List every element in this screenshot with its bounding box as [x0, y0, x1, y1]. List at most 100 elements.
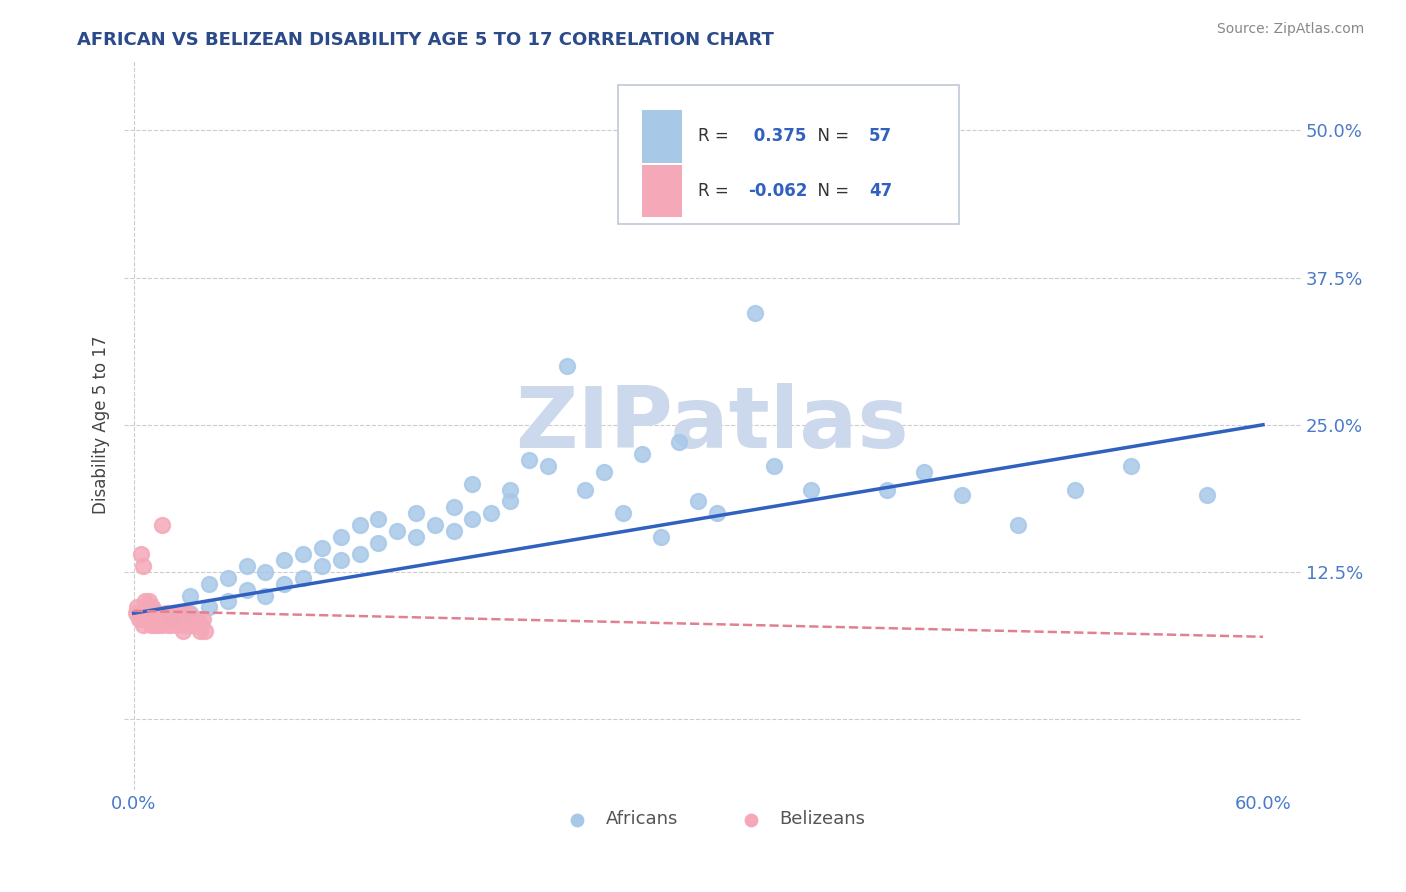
- Point: [612, 506, 634, 520]
- Point: [555, 359, 578, 373]
- Point: [157, 612, 180, 626]
- Point: [349, 517, 371, 532]
- Point: [124, 606, 146, 620]
- Point: [179, 589, 201, 603]
- Point: [170, 612, 193, 626]
- Point: [367, 535, 389, 549]
- Point: [187, 612, 209, 626]
- Legend: Africans, Belizeans: Africans, Belizeans: [553, 803, 873, 836]
- Point: [167, 606, 190, 620]
- Point: [273, 576, 295, 591]
- Point: [150, 517, 173, 532]
- Point: [155, 606, 177, 620]
- Text: 47: 47: [869, 182, 893, 200]
- Point: [145, 612, 167, 626]
- Point: [162, 606, 184, 620]
- Point: [254, 589, 277, 603]
- Point: [311, 541, 333, 556]
- Text: R =: R =: [699, 128, 734, 145]
- Point: [876, 483, 898, 497]
- Text: 0.375: 0.375: [748, 128, 806, 145]
- Point: [235, 582, 257, 597]
- Point: [912, 465, 935, 479]
- FancyBboxPatch shape: [643, 110, 682, 162]
- Point: [461, 476, 484, 491]
- Point: [1195, 488, 1218, 502]
- Point: [499, 494, 522, 508]
- Point: [479, 506, 502, 520]
- Point: [179, 606, 201, 620]
- Point: [163, 612, 186, 626]
- Point: [198, 600, 221, 615]
- Point: [128, 612, 150, 626]
- Point: [443, 524, 465, 538]
- FancyBboxPatch shape: [643, 165, 682, 218]
- Point: [349, 547, 371, 561]
- Point: [149, 612, 172, 626]
- Point: [217, 594, 239, 608]
- Point: [156, 618, 179, 632]
- Point: [517, 453, 540, 467]
- Point: [172, 624, 194, 638]
- Point: [800, 483, 823, 497]
- Point: [688, 494, 710, 508]
- Point: [176, 618, 198, 632]
- Text: -0.062: -0.062: [748, 182, 807, 200]
- Point: [631, 447, 654, 461]
- Point: [423, 517, 446, 532]
- Point: [152, 612, 174, 626]
- Point: [311, 559, 333, 574]
- Text: ZIPatlas: ZIPatlas: [516, 384, 910, 467]
- Point: [138, 594, 160, 608]
- Point: [950, 488, 973, 502]
- Point: [461, 512, 484, 526]
- Point: [138, 606, 160, 620]
- Point: [405, 530, 427, 544]
- Point: [160, 618, 183, 632]
- Point: [194, 624, 217, 638]
- Point: [443, 500, 465, 515]
- Text: N =: N =: [807, 182, 853, 200]
- Point: [217, 571, 239, 585]
- Point: [139, 618, 162, 632]
- Point: [141, 600, 163, 615]
- Point: [193, 612, 215, 626]
- Text: AFRICAN VS BELIZEAN DISABILITY AGE 5 TO 17 CORRELATION CHART: AFRICAN VS BELIZEAN DISABILITY AGE 5 TO …: [77, 31, 775, 49]
- Point: [135, 612, 157, 626]
- Point: [127, 600, 149, 615]
- Point: [146, 606, 169, 620]
- Point: [593, 465, 616, 479]
- Point: [273, 553, 295, 567]
- Point: [650, 530, 672, 544]
- Text: 57: 57: [869, 128, 891, 145]
- Point: [141, 600, 163, 615]
- Point: [177, 606, 200, 620]
- Point: [134, 594, 156, 608]
- Point: [329, 530, 352, 544]
- Text: Source: ZipAtlas.com: Source: ZipAtlas.com: [1216, 22, 1364, 37]
- Point: [537, 458, 560, 473]
- Point: [143, 612, 166, 626]
- Point: [744, 306, 766, 320]
- Point: [385, 524, 408, 538]
- Point: [181, 612, 204, 626]
- Point: [145, 606, 167, 620]
- Point: [499, 483, 522, 497]
- Point: [292, 547, 315, 561]
- Point: [198, 576, 221, 591]
- FancyBboxPatch shape: [619, 85, 959, 224]
- Point: [150, 618, 173, 632]
- Point: [254, 565, 277, 579]
- Point: [574, 483, 596, 497]
- Point: [190, 618, 212, 632]
- Point: [1007, 517, 1029, 532]
- Point: [1121, 458, 1143, 473]
- Point: [139, 612, 162, 626]
- Point: [668, 435, 690, 450]
- Point: [141, 606, 163, 620]
- Point: [129, 547, 152, 561]
- Point: [367, 512, 389, 526]
- Point: [405, 506, 427, 520]
- Text: R =: R =: [699, 182, 734, 200]
- Point: [706, 506, 728, 520]
